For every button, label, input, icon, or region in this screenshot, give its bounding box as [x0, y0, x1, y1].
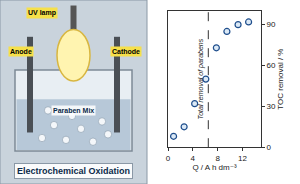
svg-text:4: 4	[191, 154, 196, 163]
svg-text:UV lamp: UV lamp	[28, 9, 56, 17]
svg-text:30: 30	[267, 102, 276, 111]
svg-text:0: 0	[166, 154, 171, 163]
svg-text:Paraben Mix: Paraben Mix	[53, 107, 94, 114]
svg-text:8: 8	[215, 154, 220, 163]
svg-text:12: 12	[238, 154, 247, 163]
svg-text:TOC removal / %: TOC removal / %	[276, 49, 285, 110]
svg-text:Anode: Anode	[10, 48, 32, 55]
svg-text:Cathode: Cathode	[112, 48, 140, 55]
svg-text:0: 0	[267, 143, 272, 152]
svg-text:90: 90	[267, 20, 276, 29]
svg-text:Electrochemical Oxidation: Electrochemical Oxidation	[17, 166, 130, 176]
svg-text:60: 60	[267, 61, 276, 70]
svg-text:Total removal of parabens: Total removal of parabens	[197, 38, 205, 119]
svg-text:Q / A h dm⁻³: Q / A h dm⁻³	[192, 163, 237, 172]
